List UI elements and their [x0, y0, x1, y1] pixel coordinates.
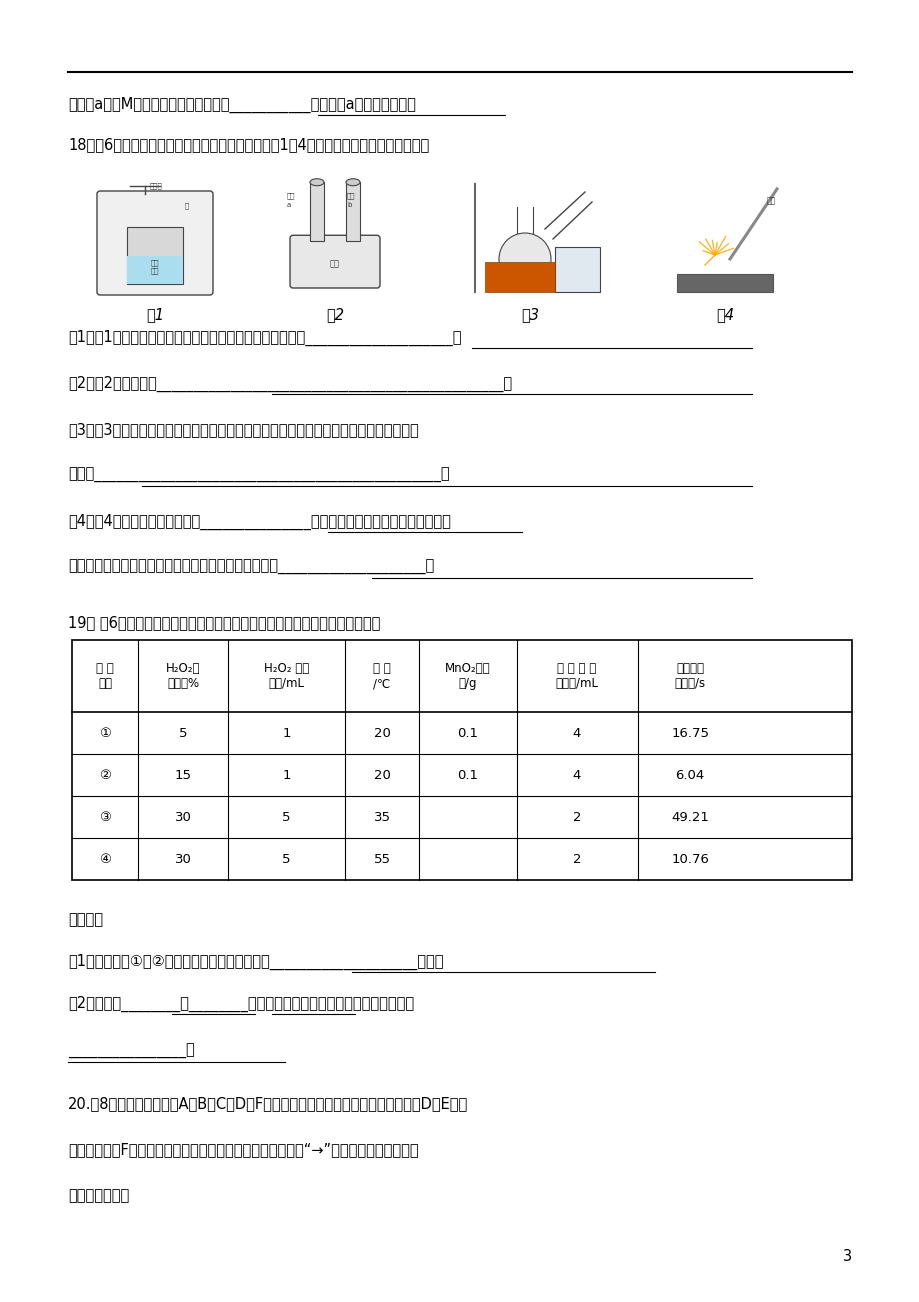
- Text: H₂O₂溶
液浓度%: H₂O₂溶 液浓度%: [165, 661, 200, 690]
- Text: ④: ④: [99, 853, 111, 866]
- Text: 实 验
序号: 实 验 序号: [96, 661, 114, 690]
- Text: ①: ①: [99, 727, 111, 740]
- Text: 15: 15: [175, 768, 191, 781]
- Text: 改进为_______________________________________________。: 改进为_____________________________________…: [68, 467, 449, 483]
- Text: 35: 35: [373, 811, 391, 823]
- Text: 20.（8分）如下图所示，A、B、C、D、F分别是五种含有氧元素的单质或化合物，D、E是两: 20.（8分）如下图所示，A、B、C、D、F分别是五种含有氧元素的单质或化合物，…: [68, 1096, 468, 1111]
- Text: 1: 1: [282, 768, 290, 781]
- Text: ③: ③: [99, 811, 111, 823]
- Text: 镁条: 镁条: [766, 197, 776, 204]
- Text: 2: 2: [573, 811, 581, 823]
- Text: 请回答：: 请回答：: [68, 911, 103, 927]
- Text: 收 集 氧 气
的体积/mL: 收 集 氧 气 的体积/mL: [555, 661, 598, 690]
- FancyBboxPatch shape: [96, 191, 213, 296]
- Ellipse shape: [346, 178, 359, 186]
- Text: 18．（6分）化学是一门以实验为基础的科学，下图1～4是教科书上有关实验的装置图：: 18．（6分）化学是一门以实验为基础的科学，下图1～4是教科书上有关实验的装置图…: [68, 137, 429, 152]
- Text: ________________。: ________________。: [68, 1044, 195, 1059]
- Text: 30: 30: [175, 811, 191, 823]
- Text: （2）从实验________和________对比可知，化学反应速率与温度的关系是：: （2）从实验________和________对比可知，化学反应速率与温度的关系…: [68, 996, 414, 1012]
- Text: 温 度
/℃: 温 度 /℃: [373, 661, 391, 690]
- Text: 反应所需
的时间/s: 反应所需 的时间/s: [674, 661, 705, 690]
- Bar: [310, 182, 323, 241]
- Text: 19． （6分）以下是某研究小组探究影响反应速率部分因素的相关实验数据。: 19． （6分）以下是某研究小组探究影响反应速率部分因素的相关实验数据。: [68, 615, 380, 630]
- Text: 0.1: 0.1: [457, 727, 478, 740]
- Text: 10.76: 10.76: [671, 853, 709, 866]
- Text: 0.1: 0.1: [457, 768, 478, 781]
- Text: 3: 3: [842, 1249, 851, 1264]
- Text: 电源: 电源: [330, 259, 340, 268]
- Bar: [72, 641, 851, 880]
- Text: 上留下固体质量反而比反应前镁条还轻，其原因可能是____________________。: 上留下固体质量反而比反应前镁条还轻，其原因可能是________________…: [68, 560, 434, 575]
- Bar: [127, 227, 183, 284]
- FancyBboxPatch shape: [289, 236, 380, 288]
- Bar: [127, 255, 183, 284]
- Text: 足量
红磷: 足量 红磷: [151, 260, 159, 273]
- Text: 活塞: 活塞: [346, 191, 355, 199]
- Text: 4: 4: [573, 727, 581, 740]
- Text: 5: 5: [282, 811, 290, 823]
- Text: 2: 2: [573, 853, 581, 866]
- Text: （3）图3是制取蚓馏水的简易装置，为使水蒸气的冷凝效果更好，可对实验装置做的一项: （3）图3是制取蚓馏水的简易装置，为使水蒸气的冷凝效果更好，可对实验装置做的一项: [68, 422, 418, 437]
- Text: a: a: [287, 202, 291, 208]
- Text: 质量为a，则M元素原子核内的中子数为___________。（用含a的代数式表示）: 质量为a，则M元素原子核内的中子数为___________。（用含a的代数式表示…: [68, 98, 415, 113]
- Bar: [346, 182, 359, 241]
- Text: 图3: 图3: [520, 307, 539, 322]
- Text: 49.21: 49.21: [671, 811, 709, 823]
- Text: 30: 30: [175, 853, 191, 866]
- Bar: [676, 273, 772, 292]
- Text: 16.75: 16.75: [671, 727, 709, 740]
- Text: 图1: 图1: [146, 307, 164, 322]
- Text: MnO₂的用
量/g: MnO₂的用 量/g: [445, 661, 490, 690]
- Text: 20: 20: [373, 768, 390, 781]
- Text: 图2: 图2: [325, 307, 344, 322]
- Text: 活塞: 活塞: [287, 191, 295, 199]
- Text: b: b: [346, 202, 351, 208]
- Text: （2）图2实验名称是_______________________________________________。: （2）图2实验名称是______________________________…: [68, 376, 512, 392]
- Ellipse shape: [310, 178, 323, 186]
- Text: 5: 5: [178, 727, 187, 740]
- Text: 种黑色固体，F是一种能使澄清石灰水变浑浊的气体。（图中“→”表示转化关系，反应条: 种黑色固体，F是一种能使澄清石灰水变浑浊的气体。（图中“→”表示转化关系，反应条: [68, 1142, 418, 1157]
- Text: 件部分省略。）: 件部分省略。）: [68, 1187, 129, 1203]
- Text: 5: 5: [282, 853, 290, 866]
- Ellipse shape: [498, 233, 550, 285]
- Text: 6.04: 6.04: [675, 768, 704, 781]
- Text: 水: 水: [185, 202, 189, 208]
- Text: 55: 55: [373, 853, 391, 866]
- Bar: [484, 262, 554, 292]
- Text: 4: 4: [573, 768, 581, 781]
- Text: 止水夹: 止水夹: [150, 182, 163, 189]
- Text: （1）图1中证明氧气约占空气体积的五分之一的实验现象是____________________。: （1）图1中证明氧气约占空气体积的五分之一的实验现象是_____________…: [68, 329, 461, 346]
- Text: 图4: 图4: [715, 307, 733, 322]
- Text: 20: 20: [373, 727, 390, 740]
- Text: 1: 1: [282, 727, 290, 740]
- Text: ②: ②: [99, 768, 111, 781]
- Text: （4）图4中反应的化学方程式为_______________。镁条完全燃烧后，称量得知石棉网: （4）图4中反应的化学方程式为_______________。镁条完全燃烧后，称…: [68, 514, 450, 530]
- Text: （1）通过实验①和②对比可知，化学反应速率与____________________有关；: （1）通过实验①和②对比可知，化学反应速率与__________________…: [68, 954, 443, 970]
- Bar: [554, 247, 599, 292]
- Text: H₂O₂ 溶液
体积/mL: H₂O₂ 溶液 体积/mL: [264, 661, 309, 690]
